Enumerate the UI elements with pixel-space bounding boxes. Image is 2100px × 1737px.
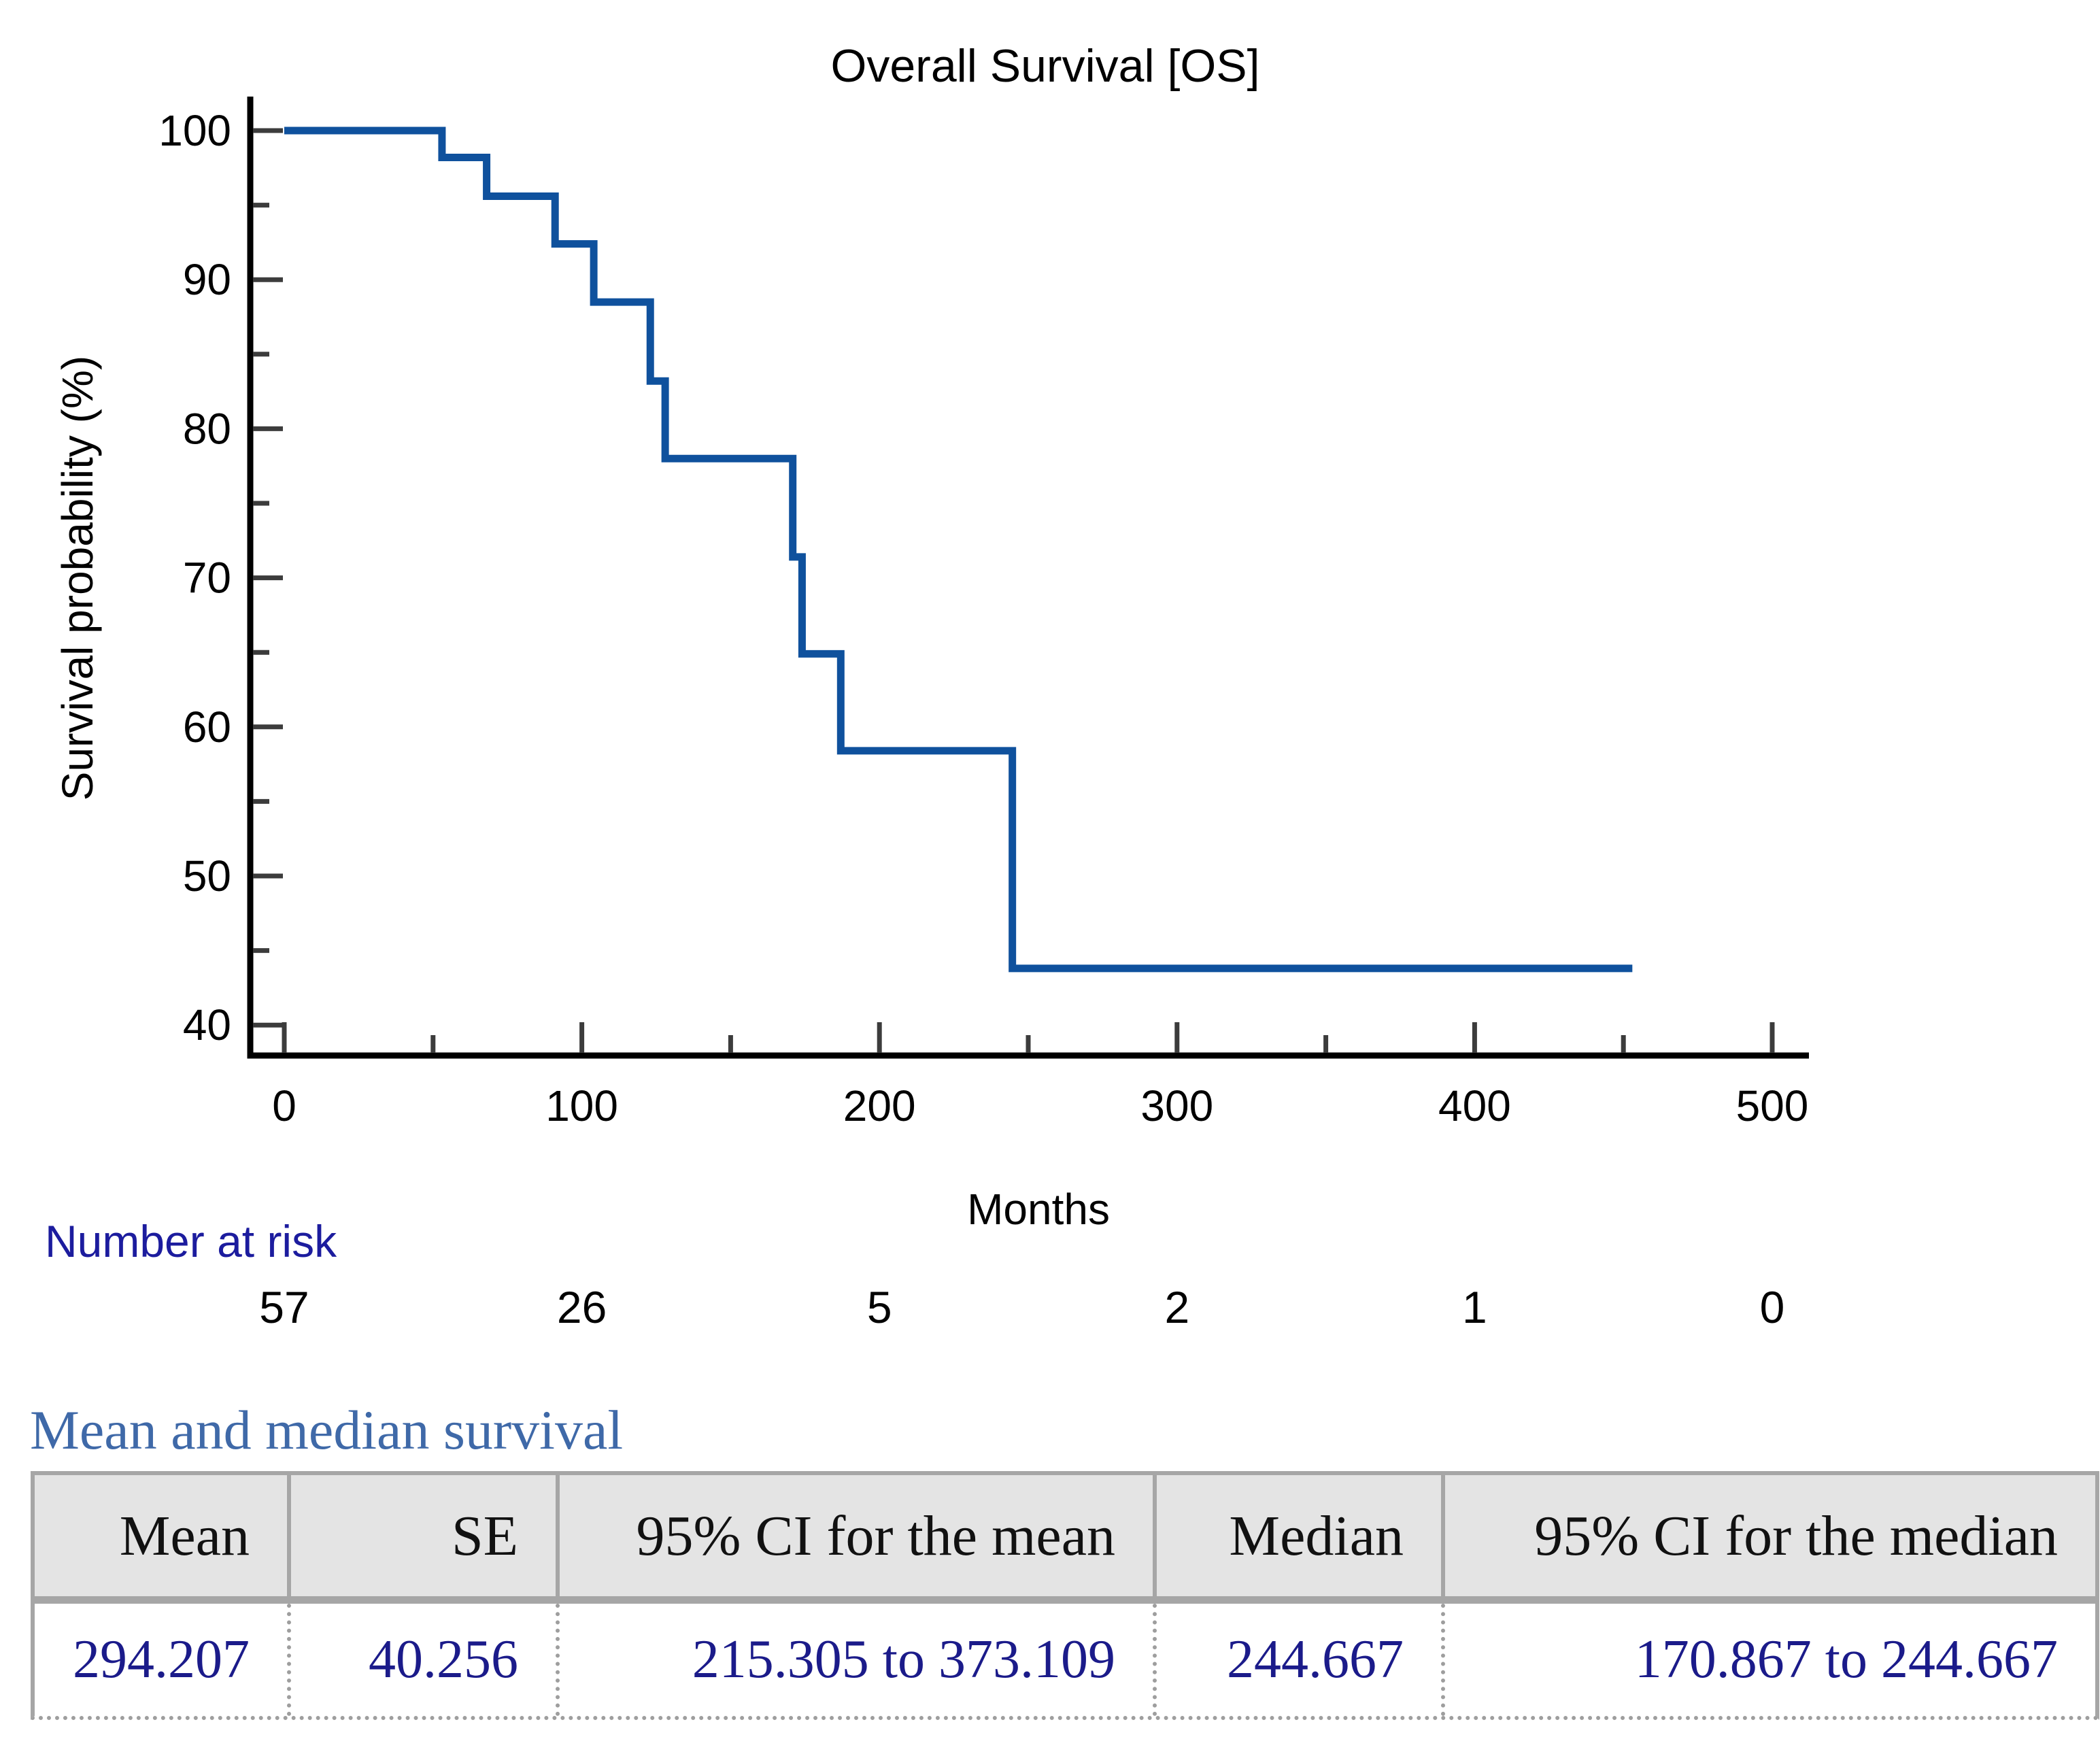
x-tick-label: 300 <box>1140 1081 1213 1130</box>
at-risk-count: 0 <box>1760 1282 1785 1332</box>
y-tick-label: 80 <box>183 404 231 453</box>
table-header-row: Mean SE 95% CI for the mean Median 95% C… <box>35 1475 2095 1596</box>
table-value-row: 294.207 40.256 215.305 to 373.109 244.66… <box>35 1604 2095 1716</box>
at-risk-count: 26 <box>557 1282 607 1332</box>
y-tick-label: 90 <box>183 255 231 304</box>
chart-title: Overall Survival [OS] <box>830 40 1259 92</box>
header-se: SE <box>291 1475 560 1596</box>
header-mean: Mean <box>35 1475 291 1596</box>
km-chart: 0 100 200 300 400 500 40 50 60 70 80 90 100 Overall S… <box>45 40 1809 1332</box>
table-heading: Mean and median survival <box>30 1399 624 1461</box>
header-median: Median <box>1157 1475 1445 1596</box>
value-ci-median: 170.867 to 244.667 <box>1445 1604 2095 1716</box>
header-divider <box>35 1596 2095 1604</box>
x-tick-label: 400 <box>1438 1081 1511 1130</box>
number-at-risk-label: Number at risk <box>45 1216 337 1266</box>
x-tick-label: 100 <box>545 1081 618 1130</box>
y-tick-label: 40 <box>183 1000 231 1049</box>
y-tick-label: 70 <box>183 554 231 603</box>
km-curve <box>284 127 1633 973</box>
x-axis-title: Months <box>967 1185 1110 1234</box>
survival-statistics-table: Mean SE 95% CI for the mean Median 95% C… <box>31 1471 2099 1720</box>
x-tick-label: 200 <box>843 1081 916 1130</box>
x-tick-label: 500 <box>1736 1081 1809 1130</box>
value-se: 40.256 <box>291 1604 560 1716</box>
y-axis-title: Survival probability (%) <box>53 356 102 800</box>
at-risk-count: 1 <box>1462 1282 1487 1332</box>
header-ci-mean: 95% CI for the mean <box>560 1475 1157 1596</box>
x-tick-label: 0 <box>272 1081 297 1130</box>
at-risk-count: 2 <box>1164 1282 1189 1332</box>
value-ci-mean: 215.305 to 373.109 <box>560 1604 1157 1716</box>
y-tick-label: 60 <box>183 703 231 752</box>
value-median: 244.667 <box>1157 1604 1445 1716</box>
value-mean: 294.207 <box>35 1604 291 1716</box>
header-ci-median: 95% CI for the median <box>1445 1475 2095 1596</box>
at-risk-count: 57 <box>259 1282 309 1332</box>
at-risk-count: 5 <box>867 1282 892 1332</box>
y-tick-label: 50 <box>183 851 231 900</box>
y-tick-label: 100 <box>158 106 231 155</box>
